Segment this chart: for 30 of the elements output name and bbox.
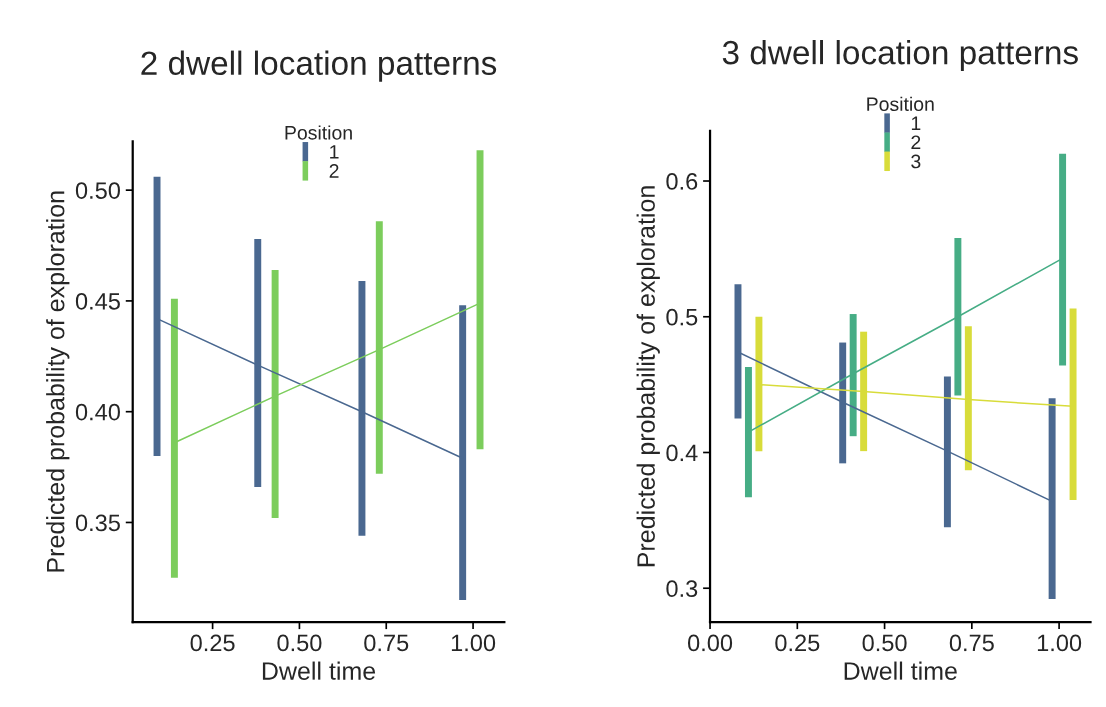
x-tick-label: 1.00 bbox=[1037, 634, 1082, 652]
x-tick-label: 0.50 bbox=[862, 634, 907, 652]
y-tick-label: 0.3 bbox=[666, 580, 698, 598]
y-axis-title: Predicted probability of exploration bbox=[636, 186, 660, 567]
x-tick-label: 1.00 bbox=[451, 634, 496, 652]
y-tick-label: 0.4 bbox=[666, 444, 698, 462]
x-tick-label: 0.25 bbox=[775, 634, 820, 652]
y-tick-label: 0.6 bbox=[666, 173, 698, 190]
legend-title: Position bbox=[285, 125, 352, 140]
legend-label: 1 bbox=[330, 145, 339, 159]
x-tick-label: 0.25 bbox=[190, 634, 235, 652]
legend-label: 3 bbox=[911, 154, 921, 169]
legend-label: 1 bbox=[911, 116, 921, 130]
legend-label: 2 bbox=[329, 164, 339, 178]
x-axis-title: Dwell time bbox=[844, 661, 957, 680]
x-tick-label: 0.50 bbox=[277, 634, 322, 652]
x-tick-label: 0.00 bbox=[688, 634, 733, 652]
y-tick-label: 0.5 bbox=[666, 308, 698, 326]
x-tick-label: 0.75 bbox=[949, 634, 994, 652]
y-tick-label: 0.45 bbox=[75, 292, 120, 310]
legend-title: Position bbox=[867, 96, 934, 112]
chart-title: 3 dwell location patterns bbox=[722, 39, 1078, 72]
legend-label: 2 bbox=[911, 135, 921, 150]
y-axis-title: Predicted probability of exploration bbox=[46, 191, 70, 572]
chart-title: 2 dwell location patterns bbox=[141, 50, 497, 82]
y-tick-label: 0.50 bbox=[75, 182, 120, 199]
x-tick-label: 0.75 bbox=[364, 634, 409, 652]
y-tick-label: 0.35 bbox=[75, 514, 120, 532]
x-axis-title: Dwell time bbox=[262, 661, 376, 680]
y-tick-label: 0.40 bbox=[75, 403, 120, 421]
